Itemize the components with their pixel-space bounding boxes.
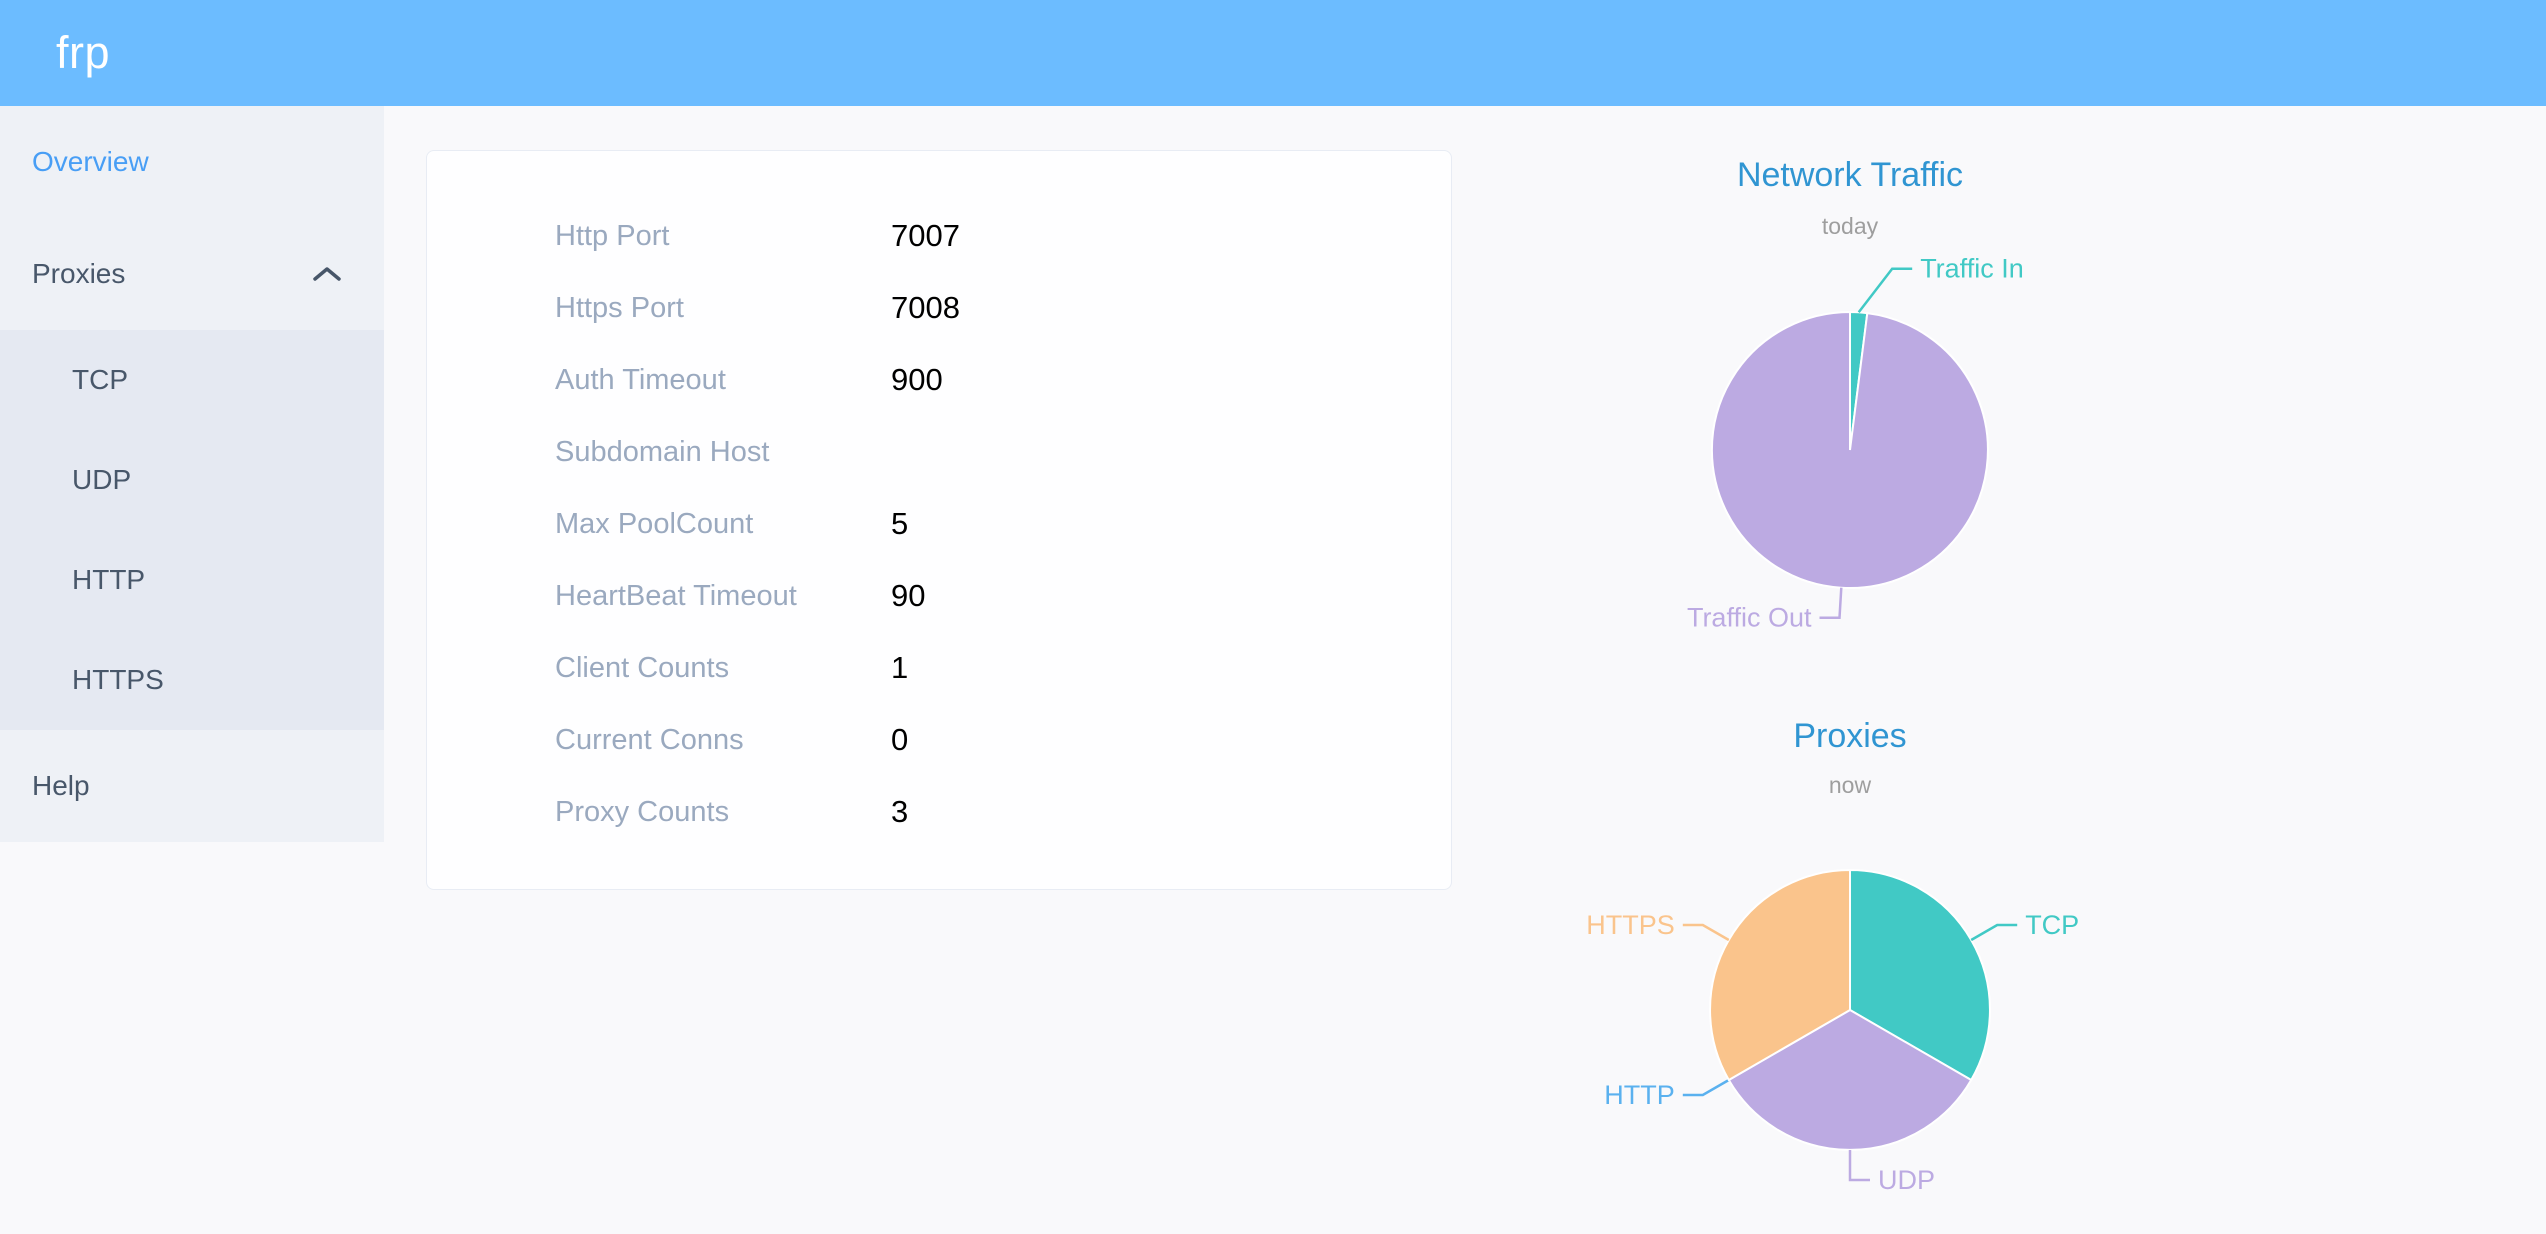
config-row-value: 900 xyxy=(891,362,943,397)
pie-slice-tcp[interactable] xyxy=(1849,868,1991,1082)
sidebar-item-https[interactable]: HTTPS xyxy=(0,630,384,730)
pie-leader-https xyxy=(1682,923,1730,942)
config-row: Proxy Counts 3 xyxy=(427,776,1451,848)
config-row: Http Port 7007 xyxy=(427,200,1451,272)
pie-leader-http xyxy=(1682,1078,1730,1097)
server-info-card: Http Port 7007 Https Port 7008 Auth Timeout 9… xyxy=(426,150,1452,890)
config-row: Max PoolCount 5 xyxy=(427,488,1451,560)
config-row-label: HeartBeat Timeout xyxy=(555,579,797,612)
sidebar-item-overview[interactable]: Overview xyxy=(0,106,384,218)
app-logo: frp xyxy=(56,27,111,78)
proxies-chart-title: Proxies xyxy=(1793,717,1907,755)
pie-charts-canvas: Traffic In Traffic Out TCP UDP HTTP HTTPS xyxy=(1586,254,2079,1195)
config-row-label: Subdomain Host xyxy=(555,435,770,468)
server-info-rows: Http Port 7007 Https Port 7008 Auth Timeout 9… xyxy=(427,151,1451,848)
config-row: HeartBeat Timeout 90 xyxy=(427,560,1451,632)
pie-slice-traffic-out[interactable] xyxy=(1710,310,1989,589)
charts-panel: Network Traffic today Proxies now Traffi… xyxy=(1450,106,2546,1234)
pie-leader-traffic-in xyxy=(1857,267,1913,314)
pie-slice-udp[interactable] xyxy=(1727,1008,1973,1151)
config-row-value: 0 xyxy=(891,722,909,757)
pie-label-https: HTTPS xyxy=(1586,910,1675,940)
sidebar-item-http[interactable]: HTTP xyxy=(0,530,384,630)
pie-leader-udp xyxy=(1848,1150,1870,1182)
sidebar-item-tcp-label: TCP xyxy=(72,364,128,395)
config-row: Auth Timeout 900 xyxy=(427,344,1451,416)
sidebar-item-proxies-label: Proxies xyxy=(32,258,126,289)
pie-leader-tcp xyxy=(1970,923,2018,942)
pie-label-traffic-in: Traffic In xyxy=(1920,254,2024,284)
pie-label-http: HTTP xyxy=(1604,1080,1675,1110)
sidebar-item-http-label: HTTP xyxy=(72,564,146,595)
config-row-value: 7007 xyxy=(891,218,960,253)
pie-leader-traffic-out xyxy=(1819,587,1843,619)
network-traffic-chart-subtitle: today xyxy=(1821,213,1879,239)
sidebar-item-udp-label: UDP xyxy=(72,464,132,495)
network-traffic-chart-title: Network Traffic xyxy=(1736,156,1964,194)
config-row-value: 90 xyxy=(891,578,926,613)
pie-label-traffic-out: Traffic Out xyxy=(1687,603,1812,633)
config-row: Client Counts 1 xyxy=(427,632,1451,704)
pie-label-tcp: TCP xyxy=(2025,910,2079,940)
sidebar-item-overview-label: Overview xyxy=(32,146,149,177)
config-row: Https Port 7008 xyxy=(427,272,1451,344)
config-row-label: Max PoolCount xyxy=(555,507,754,540)
chevron-up-icon xyxy=(312,265,342,283)
config-row-label: Proxy Counts xyxy=(555,795,730,828)
config-row-value: 5 xyxy=(891,506,909,541)
sidebar-item-help-label: Help xyxy=(32,770,90,801)
sidebar-item-proxies[interactable]: Proxies xyxy=(0,218,384,330)
sidebar-item-help[interactable]: Help xyxy=(0,730,384,842)
config-row-label: Auth Timeout xyxy=(555,363,726,396)
config-row-value: 1 xyxy=(891,650,909,685)
config-row-label: Https Port xyxy=(555,291,684,324)
config-row-value: 3 xyxy=(891,794,909,829)
app-header: frp xyxy=(0,0,2546,106)
config-row-label: Http Port xyxy=(555,219,670,252)
sidebar-item-https-label: HTTPS xyxy=(72,664,164,695)
sidebar-submenu: TCP UDP HTTP HTTPS xyxy=(0,330,384,730)
config-row: Current Conns 0 xyxy=(427,704,1451,776)
sidebar-item-tcp[interactable]: TCP xyxy=(0,330,384,430)
config-row-value: 7008 xyxy=(891,290,960,325)
sidebar-item-udp[interactable]: UDP xyxy=(0,430,384,530)
config-row-label: Client Counts xyxy=(555,651,730,684)
config-row: Subdomain Host xyxy=(427,416,1451,488)
pie-label-udp: UDP xyxy=(1878,1165,1935,1195)
proxies-chart-subtitle: now xyxy=(1828,772,1872,798)
sidebar: Overview Proxies TCP UDP HTTP HTTPS xyxy=(0,106,384,842)
config-row-label: Current Conns xyxy=(555,723,744,756)
